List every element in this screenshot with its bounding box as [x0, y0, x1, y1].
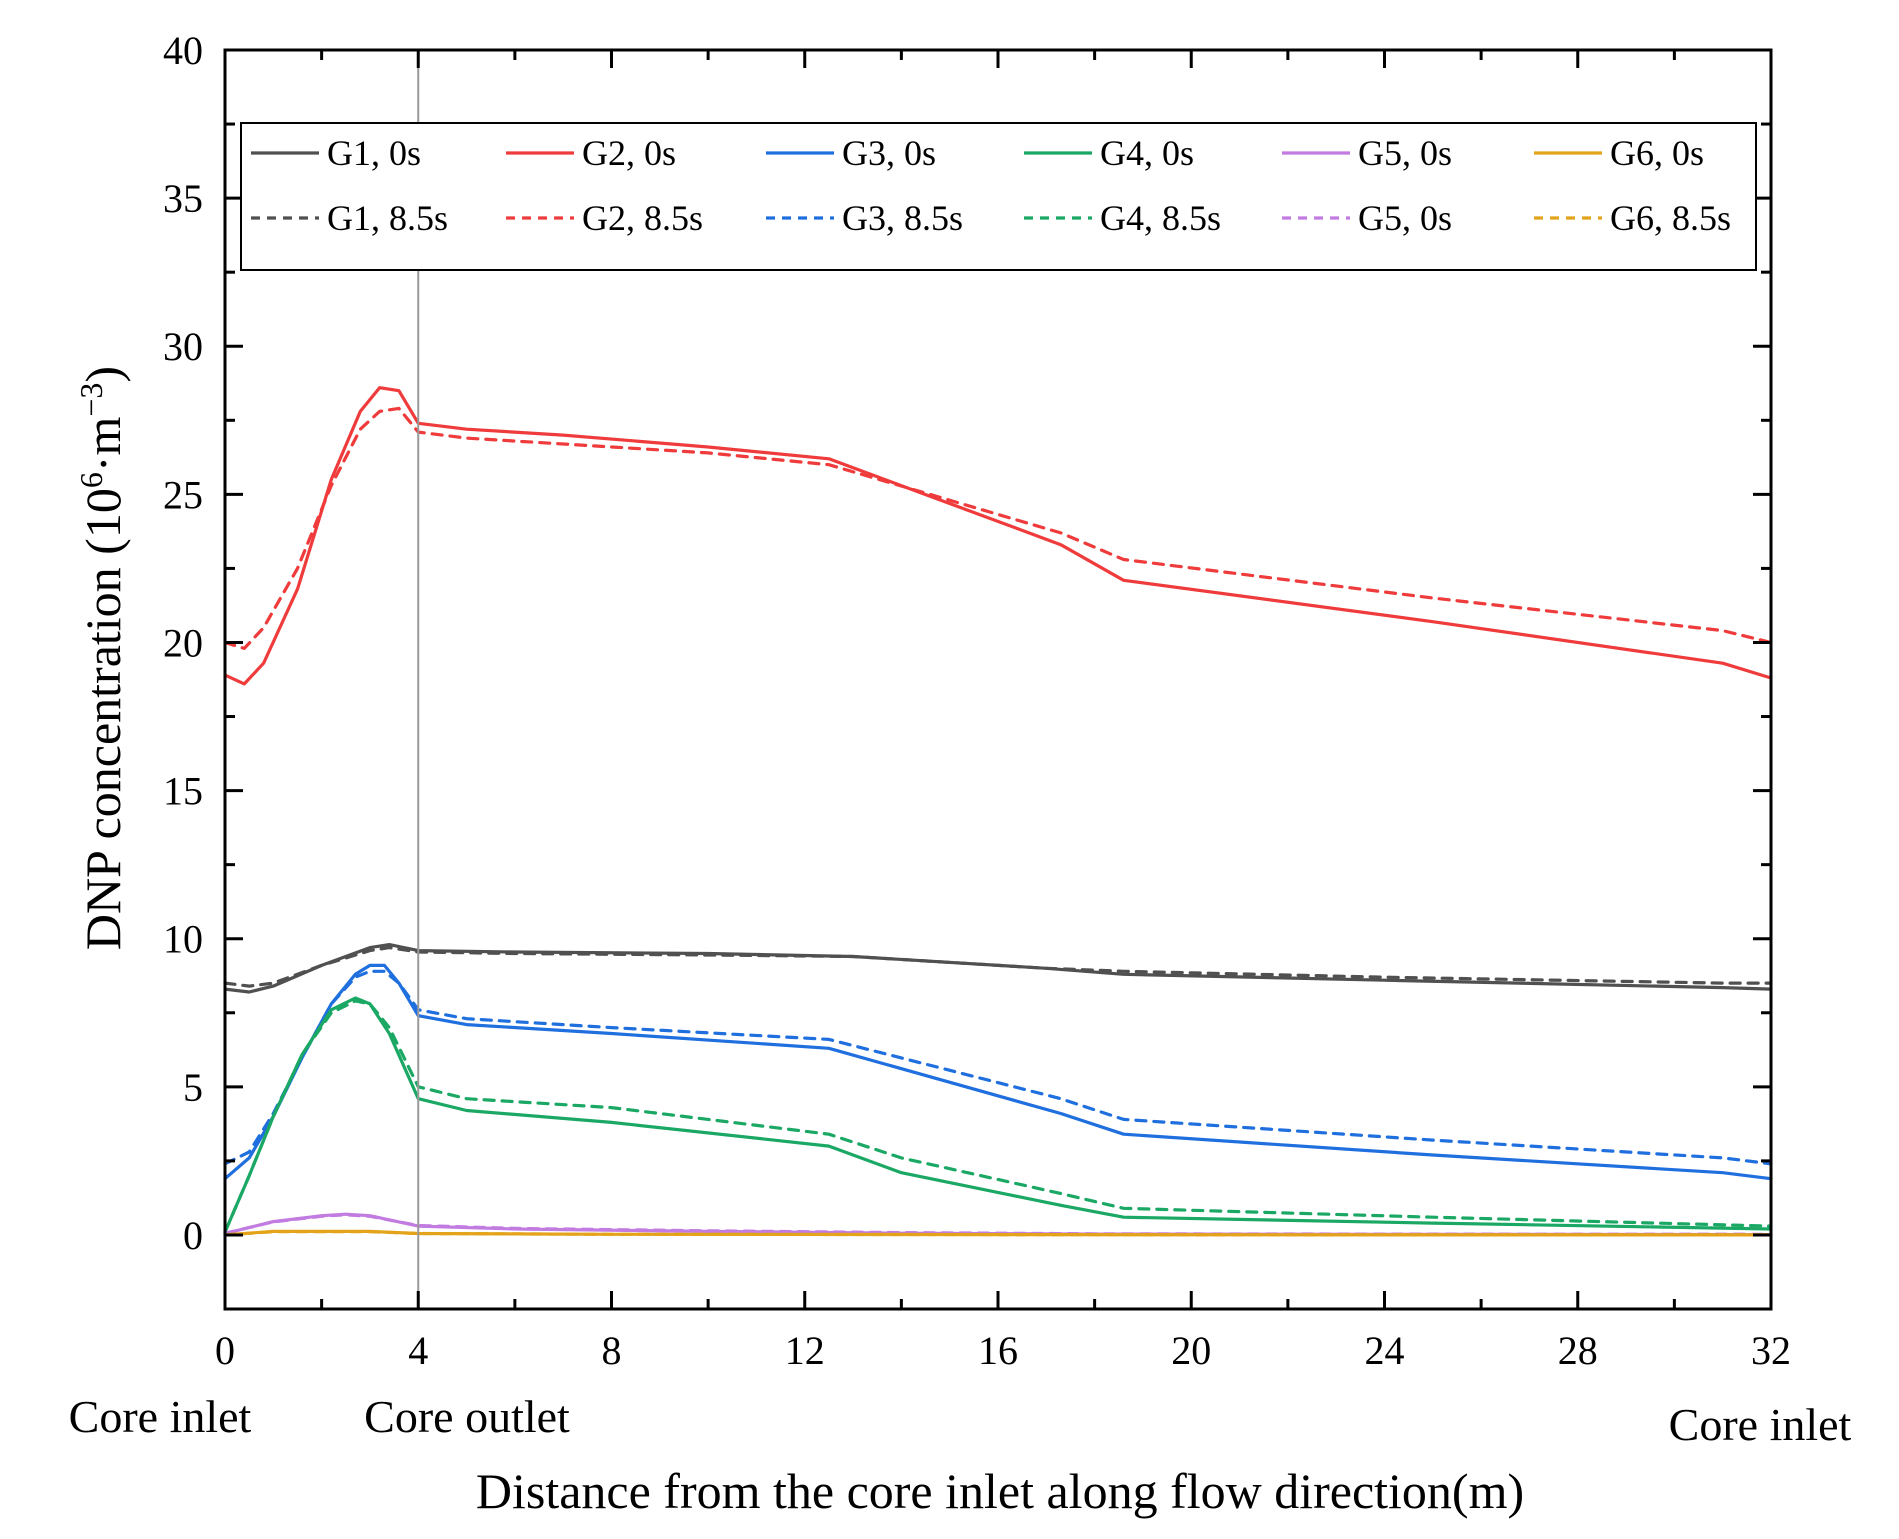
legend-label-g3-0s-4: G3, 0s: [842, 133, 936, 173]
legend-label-g1-8-5s-1: G1, 8.5s: [327, 198, 448, 238]
legend-label-g4-8-5s-7: G4, 8.5s: [1100, 198, 1221, 238]
series-line-g2-0s-solid-2: [223, 386, 1773, 686]
series-line-g2-8-5s-dashed-3: [223, 406, 1773, 651]
region-label-core-outlet: Core outlet: [364, 1391, 570, 1442]
x-tick-label-20: 20: [1171, 1328, 1211, 1373]
y-tick-label-30: 30: [163, 324, 203, 369]
region-label-core-inlet-start: Core inlet: [69, 1391, 252, 1442]
y-axis-title-end: ): [75, 366, 131, 383]
legend-label-g1-0s-0: G1, 0s: [327, 133, 421, 173]
x-tick-label-32: 32: [1751, 1328, 1791, 1373]
legend-label-g2-8-5s-3: G2, 8.5s: [582, 198, 703, 238]
series-line-g1-8-5s-dashed-1: [223, 945, 1773, 988]
y-tick-label-40: 40: [163, 28, 203, 73]
x-tick-label-28: 28: [1558, 1328, 1598, 1373]
region-label-core-inlet-end: Core inlet: [1669, 1399, 1852, 1450]
y-tick-label-15: 15: [163, 769, 203, 814]
legend-label-g5-0s-9: G5, 0s: [1358, 198, 1452, 238]
legend-label-g5-0s-8: G5, 0s: [1358, 133, 1452, 173]
y-tick-label-10: 10: [163, 917, 203, 962]
x-tick-label-4: 4: [408, 1328, 428, 1373]
legend-label-g4-0s-6: G4, 0s: [1100, 133, 1194, 173]
y-tick-label-5: 5: [183, 1065, 203, 1110]
axis-ticks: 0 4 8 12 16 20 24 28 32 0 5 10 15 20 25 30 35 40: [163, 28, 1791, 1373]
legend-box: [240, 122, 1757, 271]
y-axis-title-exp1: 6: [73, 472, 109, 488]
y-tick-label-35: 35: [163, 176, 203, 221]
y-tick-label-20: 20: [163, 620, 203, 665]
series-line-g6-8-5s-dashed-11: [223, 1230, 1773, 1237]
y-tick-label-25: 25: [163, 472, 203, 517]
y-axis-title-exp2: −3: [73, 383, 109, 417]
x-tick-label-0: 0: [215, 1328, 235, 1373]
x-tick-label-16: 16: [978, 1328, 1018, 1373]
y-axis-title-main: DNP concentration (10: [75, 488, 131, 950]
y-axis-title: DNP concentration (106·m−3): [73, 366, 131, 950]
legend-label-g2-0s-2: G2, 0s: [582, 133, 676, 173]
legend: G1, 0s G1, 8.5s G2, 0s G2, 8.5s G3, 0s G3, 8.…: [240, 122, 1757, 271]
x-tick-label-12: 12: [785, 1328, 825, 1373]
x-tick-label-8: 8: [602, 1328, 622, 1373]
x-tick-label-24: 24: [1365, 1328, 1405, 1373]
legend-label-g3-8-5s-5: G3, 8.5s: [842, 198, 963, 238]
y-tick-label-0: 0: [183, 1213, 203, 1258]
x-axis-title: Distance from the core inlet along flow …: [476, 1463, 1524, 1519]
legend-label-g6-8-5s-11: G6, 8.5s: [1610, 198, 1731, 238]
y-axis-title-mid: ·m: [75, 417, 131, 473]
legend-label-g6-0s-10: G6, 0s: [1610, 133, 1704, 173]
